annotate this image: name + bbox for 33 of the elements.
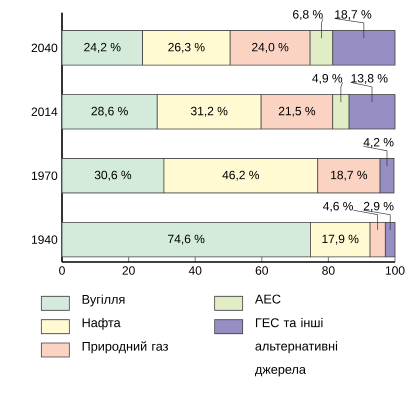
x-tick-label: 0 — [59, 266, 65, 275]
x-tick-label: 100 — [386, 266, 405, 275]
legend-label: Природний газ — [82, 341, 168, 354]
data-label: 28,6 % — [92, 106, 128, 117]
data-label: 74,6 % — [168, 234, 204, 245]
data-label: 18,7 % — [335, 10, 372, 20]
legend-label: Нафта — [82, 318, 121, 330]
y-tick-label: 1970 — [32, 171, 58, 180]
data-label: 4,2 % — [364, 138, 394, 148]
data-label: 4,9 % — [312, 74, 342, 84]
data-label: 18,7 % — [331, 170, 368, 181]
data-label: 24,0 % — [252, 42, 288, 53]
x-tick-label: 60 — [256, 266, 268, 275]
x-tick-label: 20 — [122, 266, 135, 275]
legend-label: АЕС — [254, 294, 281, 304]
data-label: 6,8 % — [293, 10, 323, 20]
y-tick-label: 1940 — [32, 235, 58, 244]
data-label: 21,5 % — [278, 106, 316, 117]
data-label: 46,2 % — [222, 170, 260, 181]
data-label: 31,2 % — [190, 106, 228, 117]
data-label: 13,8 % — [352, 74, 388, 84]
x-tick-label: 40 — [188, 266, 202, 275]
x-tick-label: 80 — [322, 266, 335, 275]
data-label: 26,3 % — [168, 42, 205, 53]
y-tick-label: 2014 — [32, 108, 58, 116]
data-label: 30,6 % — [94, 170, 132, 181]
legend-label: ГЕС та інші альтернативні джерела — [255, 318, 338, 376]
y-tick-label: 2040 — [32, 44, 58, 52]
data-label: 2,9 % — [364, 202, 394, 212]
data-label: 4,6 % — [323, 202, 353, 212]
data-label: 24,2 % — [84, 42, 121, 53]
legend-label: Вугілля — [82, 294, 124, 306]
data-label: 17,9 % — [322, 234, 358, 245]
